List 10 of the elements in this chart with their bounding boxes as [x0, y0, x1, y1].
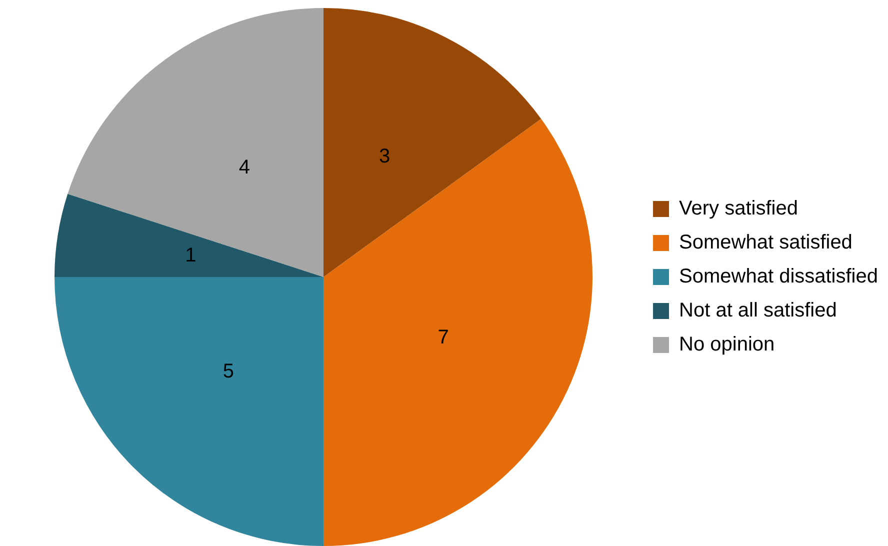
- legend-label: Somewhat dissatisfied: [679, 266, 878, 288]
- data-label: 3: [379, 146, 390, 168]
- data-label: 1: [185, 244, 196, 266]
- legend-label: Not at all satisfied: [679, 300, 837, 322]
- legend-label: Very satisfied: [679, 198, 798, 220]
- legend-label: No opinion: [679, 334, 775, 356]
- data-label: 4: [238, 156, 250, 179]
- legend-label: Somewhat satisfied: [679, 232, 852, 254]
- data-label: 7: [438, 326, 449, 349]
- data-label: 5: [222, 360, 234, 383]
